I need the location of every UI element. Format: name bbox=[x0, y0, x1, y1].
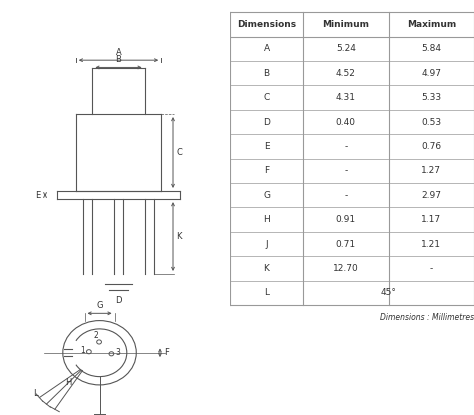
Text: F: F bbox=[164, 348, 169, 357]
Text: F: F bbox=[264, 166, 269, 175]
Polygon shape bbox=[63, 349, 64, 356]
Text: Minimum: Minimum bbox=[322, 20, 369, 29]
Text: 0.40: 0.40 bbox=[336, 117, 356, 127]
Text: 5.33: 5.33 bbox=[421, 93, 441, 102]
Text: J: J bbox=[265, 239, 268, 249]
Text: C: C bbox=[264, 93, 270, 102]
Text: -: - bbox=[429, 264, 433, 273]
Text: 0.71: 0.71 bbox=[336, 239, 356, 249]
Text: G: G bbox=[96, 301, 103, 310]
Text: 1.21: 1.21 bbox=[421, 239, 441, 249]
Text: 4.52: 4.52 bbox=[336, 69, 356, 78]
Text: G: G bbox=[263, 191, 270, 200]
Text: D: D bbox=[115, 295, 122, 305]
Text: 2.97: 2.97 bbox=[421, 191, 441, 200]
Text: A: A bbox=[116, 48, 121, 57]
Text: -: - bbox=[344, 142, 347, 151]
Text: 0.76: 0.76 bbox=[421, 142, 441, 151]
Text: 45°: 45° bbox=[381, 288, 396, 297]
Text: 5.24: 5.24 bbox=[336, 44, 356, 53]
Text: -: - bbox=[344, 191, 347, 200]
Text: B: B bbox=[116, 55, 121, 64]
Text: B: B bbox=[264, 69, 270, 78]
Text: 1: 1 bbox=[80, 346, 84, 355]
Text: A: A bbox=[264, 44, 270, 53]
Text: 0.91: 0.91 bbox=[336, 215, 356, 224]
Text: Dimensions : Millimetres: Dimensions : Millimetres bbox=[380, 313, 474, 322]
Text: 0.53: 0.53 bbox=[421, 117, 441, 127]
Text: 2: 2 bbox=[94, 331, 99, 340]
Text: Dimensions: Dimensions bbox=[237, 20, 296, 29]
Text: -: - bbox=[344, 166, 347, 175]
Text: 1.17: 1.17 bbox=[421, 215, 441, 224]
Text: K: K bbox=[264, 264, 269, 273]
Text: L: L bbox=[33, 389, 38, 398]
Text: C: C bbox=[176, 148, 182, 157]
Text: 3: 3 bbox=[116, 348, 120, 357]
Text: Maximum: Maximum bbox=[407, 20, 456, 29]
Text: L: L bbox=[264, 288, 269, 297]
Text: E: E bbox=[35, 190, 40, 200]
Text: 4.97: 4.97 bbox=[421, 69, 441, 78]
Text: 1.27: 1.27 bbox=[421, 166, 441, 175]
Text: H: H bbox=[263, 215, 270, 224]
Text: H: H bbox=[65, 378, 72, 387]
Text: D: D bbox=[263, 117, 270, 127]
Text: K: K bbox=[176, 232, 182, 241]
Text: 4.31: 4.31 bbox=[336, 93, 356, 102]
Text: 5.84: 5.84 bbox=[421, 44, 441, 53]
Text: 12.70: 12.70 bbox=[333, 264, 359, 273]
Text: E: E bbox=[264, 142, 269, 151]
